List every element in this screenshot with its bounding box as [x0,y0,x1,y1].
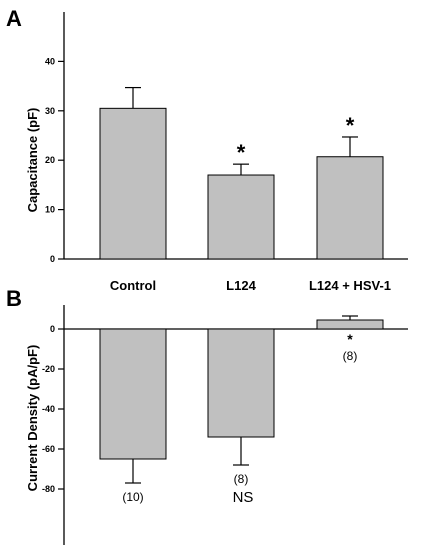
panel-a-bar [316,156,384,260]
panel-b: B Current Density (pA/pF) 0-20-40-60-80 … [6,286,408,545]
panel-a-tick-label: 40 [45,56,55,66]
panel-b-tick-label: -60 [42,444,55,454]
panel-a-bar [207,174,275,260]
panel-b-bar [316,319,384,330]
panel-b-n-label: (10) [122,490,143,504]
panel-b-letter: B [6,286,22,311]
panel-a-tick-label: 20 [45,155,55,165]
panel-b-bar [207,328,275,438]
panel-a-bar [99,107,167,260]
panel-a-significance-star: * [237,140,246,165]
panel-b-n-label: (8) [234,472,249,486]
panel-b-tick-label: -20 [42,364,55,374]
panel-b-bars [99,319,384,460]
panel-b-n-label: (8) [343,349,358,363]
panel-a-error-bars [125,86,358,176]
panel-a-y-axis-label: Capacitance (pF) [25,108,40,213]
panel-b-tick-label: 0 [50,324,55,334]
panel-a-tick-label: 0 [50,254,55,264]
panel-a-category-label: L124 + HSV-1 [309,278,391,293]
panel-b-ns-label: NS [233,489,254,506]
panel-a-category-labels: Control L124 L124 + HSV-1 [110,278,391,293]
panel-b-significance-star: * [347,331,353,347]
panel-a-annotations: ** [237,113,355,165]
panel-b-annotations: (10) (8) * (8) [122,331,357,504]
panel-a-tick-label: 30 [45,106,55,116]
panel-a-significance-star: * [346,113,355,138]
panel-a-category-label: L124 [226,278,256,293]
panel-a-category-label: Control [110,278,156,293]
panel-b-error-bars [125,315,358,484]
panel-b-tick-label: -40 [42,404,55,414]
panel-a-tick-label: 10 [45,205,55,215]
panel-a-letter: A [6,6,22,31]
panel-a-bars [99,107,384,260]
panel-b-ticks: 0 -20 -40 -60 -80 [42,324,64,494]
panel-b-y-axis-label: Current Density (pA/pF) [25,345,40,492]
panel-b-tick-label: -80 [42,484,55,494]
panel-b-bar [99,328,167,460]
panel-a-ticks: 0 10 20 30 40 [45,56,64,264]
